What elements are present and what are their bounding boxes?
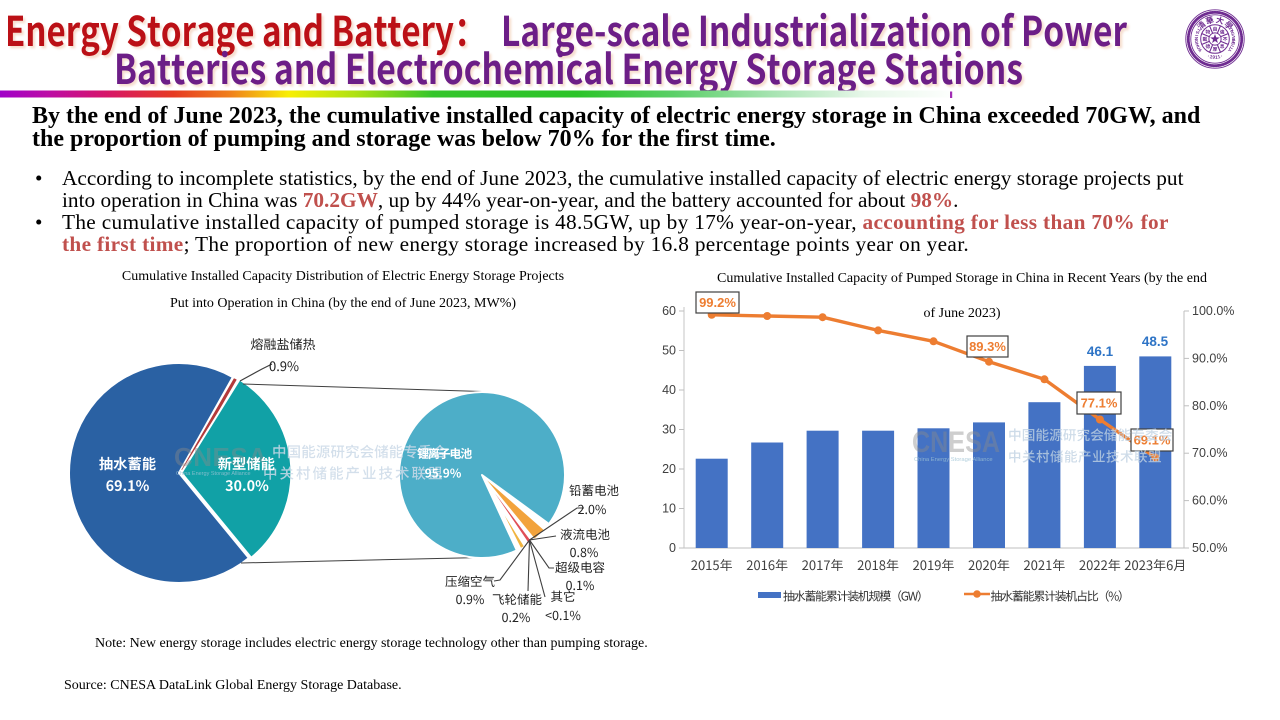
svg-text:48.5: 48.5 xyxy=(1142,334,1169,349)
svg-text:50: 50 xyxy=(662,344,676,358)
svg-text:N: N xyxy=(1229,29,1235,34)
svg-text:40: 40 xyxy=(662,383,676,397)
svg-text:89.3%: 89.3% xyxy=(969,339,1006,354)
svg-text:I: I xyxy=(1194,34,1199,36)
svg-text:T: T xyxy=(1196,27,1202,32)
svg-text:T: T xyxy=(1228,46,1234,51)
svg-text:·: · xyxy=(1220,54,1223,59)
svg-text:90.0%: 90.0% xyxy=(1192,351,1227,365)
svg-text:10: 10 xyxy=(662,502,676,516)
svg-text:0: 0 xyxy=(669,541,676,555)
svg-text:9: 9 xyxy=(1212,55,1215,61)
svg-text:E: E xyxy=(1231,37,1236,40)
svg-text:I: I xyxy=(1230,45,1235,48)
svg-text:V: V xyxy=(1231,35,1236,39)
svg-text:70.0%: 70.0% xyxy=(1192,446,1227,460)
svg-text:99.2%: 99.2% xyxy=(699,295,736,310)
svg-text:G: G xyxy=(1194,40,1200,45)
svg-text:H: H xyxy=(1194,42,1200,47)
svg-text:Y: Y xyxy=(1227,48,1233,53)
svg-text:I: I xyxy=(1230,33,1235,36)
svg-text:60.0%: 60.0% xyxy=(1192,494,1227,508)
svg-text:U: U xyxy=(1228,27,1234,32)
svg-text:China Energy Storage Alliance: China Energy Storage Alliance xyxy=(176,471,251,477)
svg-text:R: R xyxy=(1231,39,1236,44)
svg-text:U: U xyxy=(1195,45,1201,50)
svg-text:CNESA: CNESA xyxy=(912,426,1000,459)
svg-text:China Energy Storage Alliance: China Energy Storage Alliance xyxy=(914,457,993,463)
svg-text:1: 1 xyxy=(1215,55,1218,61)
svg-text:A: A xyxy=(1197,47,1203,53)
svg-text:S: S xyxy=(1230,42,1236,46)
svg-text:80.0%: 80.0% xyxy=(1192,399,1227,413)
svg-text:1: 1 xyxy=(1209,54,1213,61)
svg-text:1: 1 xyxy=(1217,54,1221,61)
svg-text:100.0%: 100.0% xyxy=(1192,304,1234,318)
svg-text:77.1%: 77.1% xyxy=(1081,396,1118,411)
svg-text:60: 60 xyxy=(662,304,676,318)
svg-text:46.1: 46.1 xyxy=(1087,344,1114,359)
svg-text:N: N xyxy=(1194,37,1199,40)
svg-text:20: 20 xyxy=(662,462,676,476)
svg-text:·: · xyxy=(1206,54,1209,59)
svg-text:S: S xyxy=(1195,30,1201,35)
svg-text:30: 30 xyxy=(662,423,676,437)
svg-text:50.0%: 50.0% xyxy=(1192,541,1227,555)
